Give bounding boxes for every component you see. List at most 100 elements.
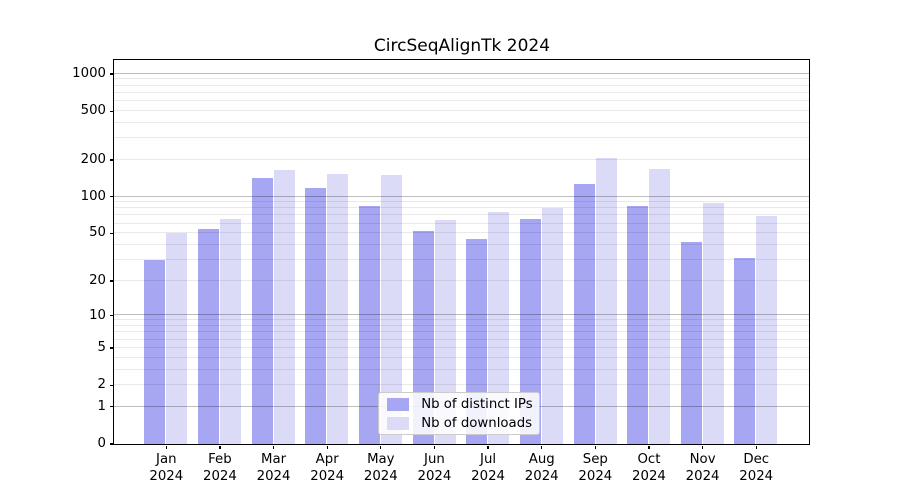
x-tick-mark-apr [326, 445, 328, 450]
x-tick-mark-oct [648, 445, 650, 450]
gridline-5 [114, 346, 810, 348]
gridline-4 [114, 356, 810, 358]
bar-mar-downloads [273, 169, 295, 444]
gridline-3 [114, 368, 810, 370]
y-tick-label-50: 50 [89, 225, 106, 241]
y-tick-label-2: 2 [97, 377, 106, 393]
y-tick-mark-10 [109, 314, 114, 317]
y-tick-label-10: 10 [89, 307, 106, 323]
gridline-80 [114, 207, 810, 209]
bar-jun-downloads [434, 220, 456, 444]
bar-jul-downloads [488, 211, 510, 444]
legend-label-downloads: Nb of downloads [421, 415, 533, 431]
y-tick-label-1: 1 [97, 398, 106, 414]
bar-jan-distinct-ips [144, 259, 166, 444]
x-tick-mark-jun [433, 445, 436, 450]
gridline-400 [114, 121, 810, 123]
gridline-30 [114, 258, 810, 260]
bar-may-downloads [381, 175, 402, 444]
y-tick-mark-20 [109, 280, 114, 282]
y-tick-mark-1 [109, 406, 114, 408]
y-tick-label-20: 20 [89, 272, 106, 288]
legend-swatch-downloads-icon [387, 416, 410, 430]
x-tick-mark-dec [755, 445, 757, 450]
bar-aug-downloads [541, 208, 563, 444]
gridline-90 [114, 201, 810, 203]
gridline-800 [114, 84, 810, 86]
x-tick-mark-sep [594, 445, 596, 450]
bar-feb-downloads [220, 218, 242, 444]
x-tick-label-jun: Jun 2024 [417, 452, 452, 484]
x-tick-label-mar: Mar 2024 [256, 452, 291, 484]
x-tick-label-nov: Nov 2024 [685, 452, 720, 484]
y-tick-mark-5 [109, 347, 114, 349]
gridline-10 [114, 314, 810, 316]
bar-mar-distinct-ips [251, 178, 273, 444]
bar-may-distinct-ips [359, 205, 380, 444]
plot-area: Nb of distinct IPs Nb of downloads [113, 59, 811, 445]
gridline-40 [114, 243, 810, 245]
x-tick-mark-mar [272, 445, 275, 450]
y-tick-mark-500 [109, 110, 114, 112]
gridline-700 [114, 91, 810, 93]
y-tick-label-5: 5 [97, 340, 106, 356]
y-tick-label-0: 0 [97, 436, 106, 451]
bar-aug-distinct-ips [519, 219, 541, 444]
x-tick-mark-may [380, 445, 382, 450]
bar-sep-downloads [595, 158, 617, 444]
y-tick-label-500: 500 [80, 103, 106, 119]
bar-dec-downloads [756, 216, 778, 444]
bar-nov-distinct-ips [680, 242, 702, 444]
gridline-60 [114, 222, 810, 224]
bar-jun-distinct-ips [412, 231, 434, 444]
legend: Nb of distinct IPs Nb of downloads [378, 392, 541, 436]
gridline-50 [114, 232, 810, 234]
bar-oct-distinct-ips [627, 205, 649, 444]
y-tick-mark-200 [109, 159, 114, 161]
y-tick-label-1000: 1000 [72, 66, 106, 82]
gridline-600 [114, 100, 810, 102]
chart-title: CircSeqAlignTk 2024 [373, 36, 551, 56]
gridline-7 [114, 331, 810, 333]
gridline-8 [114, 325, 810, 326]
y-tick-label-100: 100 [80, 188, 106, 204]
legend-item-distinct-ips: Nb of distinct IPs [387, 396, 533, 412]
x-tick-label-oct: Oct 2024 [632, 452, 666, 484]
x-tick-mark-feb [219, 445, 221, 450]
gridline-2 [114, 383, 810, 385]
x-tick-label-jul: Jul 2024 [471, 452, 505, 484]
bar-feb-distinct-ips [198, 229, 220, 444]
bar-sep-distinct-ips [573, 183, 595, 444]
y-tick-mark-0 [109, 443, 114, 445]
x-tick-mark-aug [541, 445, 543, 450]
x-tick-label-apr: Apr 2024 [310, 452, 345, 484]
gridline-100 [114, 195, 810, 197]
bar-jan-downloads [166, 233, 188, 444]
gridline-70 [114, 214, 810, 216]
gridline-6 [114, 338, 810, 340]
bar-oct-downloads [649, 168, 671, 444]
bar-apr-distinct-ips [305, 187, 327, 444]
legend-item-downloads: Nb of downloads [387, 415, 533, 431]
x-tick-label-sep: Sep 2024 [578, 452, 613, 484]
bar-nov-downloads [702, 202, 724, 444]
x-tick-label-dec: Dec 2024 [739, 452, 774, 484]
gridline-500 [114, 109, 810, 111]
gridline-300 [114, 137, 810, 139]
legend-label-distinct-ips: Nb of distinct IPs [421, 396, 533, 412]
bar-dec-distinct-ips [734, 258, 756, 444]
gridline-900 [114, 78, 810, 80]
x-tick-label-jan: Jan 2024 [149, 452, 184, 484]
x-tick-label-aug: Aug 2024 [524, 452, 559, 484]
bar-apr-downloads [327, 174, 349, 444]
y-tick-mark-2 [109, 384, 114, 386]
y-tick-mark-100 [109, 196, 114, 198]
x-tick-mark-jul [487, 445, 489, 450]
x-tick-label-may: May 2024 [363, 452, 398, 484]
x-tick-label-feb: Feb 2024 [203, 452, 237, 484]
y-tick-label-200: 200 [80, 152, 106, 168]
y-tick-mark-1000 [109, 73, 114, 75]
gridline-9 [114, 319, 810, 321]
gridline-20 [114, 279, 810, 281]
